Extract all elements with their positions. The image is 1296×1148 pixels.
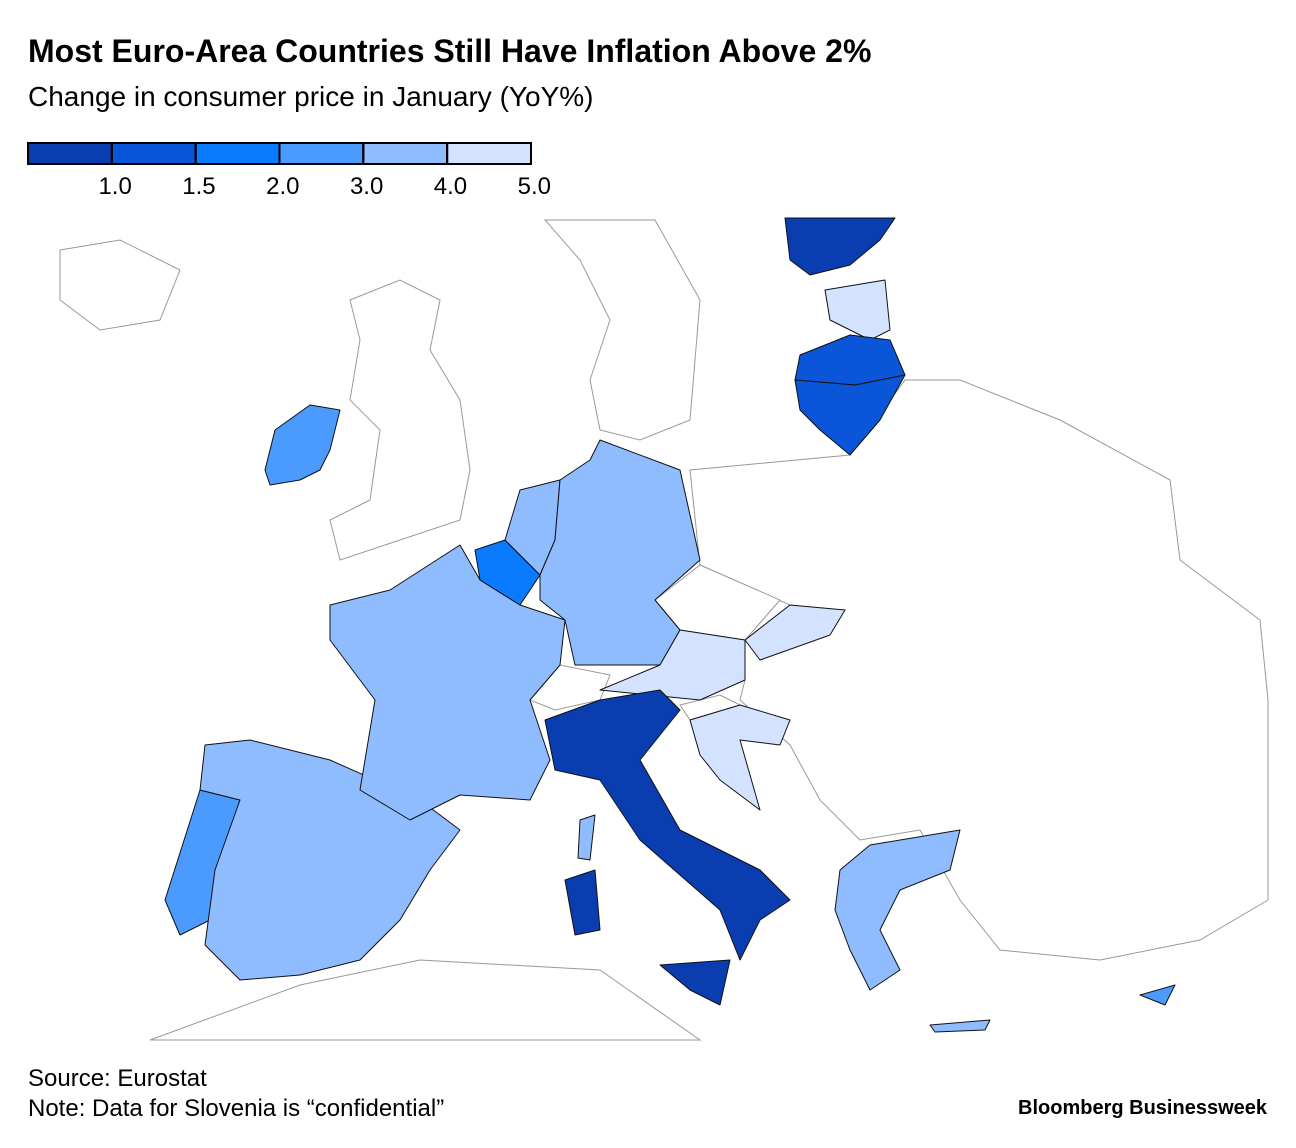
cyprus [1139, 984, 1176, 1006]
land-outline [543, 219, 701, 441]
legend-swatch [194, 142, 281, 165]
ireland [264, 404, 341, 486]
subtitle: Change in consumer price in January (YoY… [28, 81, 593, 112]
greece [834, 829, 961, 991]
estonia [824, 279, 891, 341]
land-outline [329, 279, 471, 561]
belgium [474, 539, 541, 606]
legend-swatch [278, 142, 365, 165]
france [329, 544, 566, 821]
legend-swatch [362, 142, 449, 165]
land-outline [689, 379, 1269, 961]
legend: 1.0 1.5 2.0 3.0 4.0 5.0 [27, 142, 551, 200]
corsica [577, 814, 596, 861]
legend-swatch [27, 142, 113, 165]
lithuania [794, 374, 906, 456]
finland [784, 217, 896, 276]
legend-swatch [446, 142, 532, 165]
source: Source: Eurostat [28, 1065, 207, 1092]
land-outline [59, 239, 181, 331]
latvia [794, 334, 906, 386]
map [59, 217, 1269, 1041]
slovakia [744, 604, 846, 661]
legend-tick-label: 4.0 [434, 173, 467, 200]
legend-tick-label: 1.0 [98, 173, 131, 200]
land-outline [149, 959, 702, 1041]
legend-tick-label: 2.0 [266, 173, 299, 200]
legend-tick-label: 1.5 [182, 173, 215, 200]
sardinia [564, 869, 601, 936]
croatia [689, 704, 791, 811]
legend-tick-label: 3.0 [350, 173, 383, 200]
sicily [659, 959, 731, 1006]
crete [929, 1019, 991, 1033]
note: Note: Data for Slovenia is “confidential… [28, 1095, 444, 1122]
legend-swatch [110, 142, 197, 165]
italy [544, 689, 791, 961]
title: Most Euro-Area Countries Still Have Infl… [28, 33, 871, 69]
brand: Bloomberg Businessweek [1018, 1097, 1268, 1119]
legend-tick-label: 5.0 [518, 173, 551, 200]
